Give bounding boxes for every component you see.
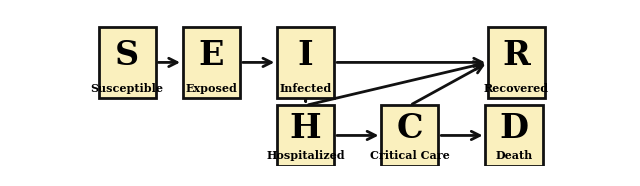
Text: Critical Care: Critical Care bbox=[370, 150, 450, 161]
FancyBboxPatch shape bbox=[381, 105, 438, 166]
Text: Recovered: Recovered bbox=[484, 83, 549, 94]
Text: C: C bbox=[397, 112, 423, 145]
Text: R: R bbox=[502, 39, 531, 72]
Text: Death: Death bbox=[495, 150, 532, 161]
Text: I: I bbox=[298, 39, 314, 72]
FancyBboxPatch shape bbox=[277, 105, 334, 166]
Text: H: H bbox=[290, 112, 321, 145]
FancyBboxPatch shape bbox=[488, 27, 545, 98]
Text: E: E bbox=[198, 39, 224, 72]
FancyBboxPatch shape bbox=[183, 27, 240, 98]
FancyBboxPatch shape bbox=[277, 27, 334, 98]
Text: S: S bbox=[115, 39, 139, 72]
Text: Infected: Infected bbox=[280, 83, 332, 94]
Text: Exposed: Exposed bbox=[186, 83, 237, 94]
Text: Susceptible: Susceptible bbox=[91, 83, 164, 94]
FancyBboxPatch shape bbox=[99, 27, 156, 98]
Text: Hospitalized: Hospitalized bbox=[266, 150, 345, 161]
FancyBboxPatch shape bbox=[486, 105, 543, 166]
Text: D: D bbox=[499, 112, 529, 145]
